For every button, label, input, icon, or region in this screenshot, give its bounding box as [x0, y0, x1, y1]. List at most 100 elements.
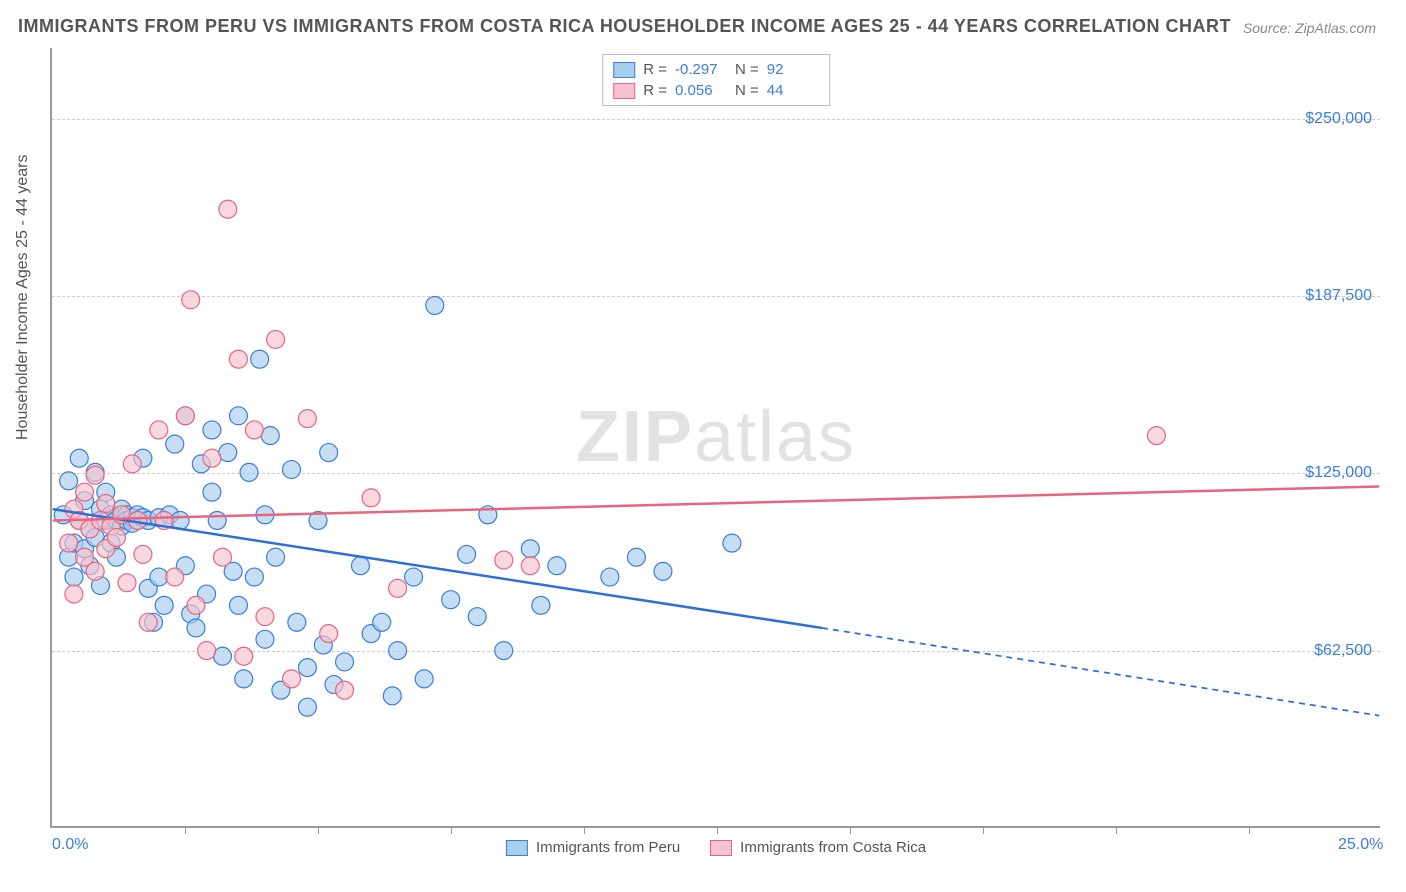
swatch-costarica — [710, 840, 732, 856]
trend-line — [53, 487, 1380, 521]
data-point — [251, 350, 269, 368]
data-point — [261, 427, 279, 445]
data-point — [373, 613, 391, 631]
data-point — [521, 540, 539, 558]
data-point — [240, 463, 258, 481]
data-point — [383, 687, 401, 705]
data-point — [65, 568, 83, 586]
data-point — [256, 608, 274, 626]
source-label: Source: ZipAtlas.com — [1243, 20, 1376, 36]
data-point — [219, 444, 237, 462]
data-point — [723, 534, 741, 552]
legend-label: Immigrants from Costa Rica — [740, 839, 926, 856]
data-point — [532, 596, 550, 614]
data-point — [362, 489, 380, 507]
data-point — [139, 613, 157, 631]
data-point — [198, 642, 216, 660]
data-point — [203, 421, 221, 439]
data-point — [267, 548, 285, 566]
y-axis-label: Householder Income Ages 25 - 44 years — [14, 155, 32, 441]
data-point — [107, 528, 125, 546]
data-point — [229, 350, 247, 368]
stats-row-peru: R = -0.297 N = 92 — [613, 59, 819, 80]
data-point — [208, 511, 226, 529]
x-tick-label: 25.0% — [1338, 836, 1383, 854]
data-point — [229, 596, 247, 614]
data-point — [182, 291, 200, 309]
x-tick — [318, 826, 319, 834]
legend-label: Immigrants from Peru — [536, 839, 680, 856]
data-point — [176, 407, 194, 425]
data-point — [298, 410, 316, 428]
stats-row-costarica: R = 0.056 N = 44 — [613, 80, 819, 101]
data-point — [415, 670, 433, 688]
swatch-costarica — [613, 83, 635, 99]
data-point — [1147, 427, 1165, 445]
data-point — [320, 625, 338, 643]
r-value-costarica: 0.056 — [675, 82, 727, 99]
x-tick — [1249, 826, 1250, 834]
data-point — [86, 466, 104, 484]
data-point — [245, 421, 263, 439]
data-point — [245, 568, 263, 586]
data-point — [336, 681, 354, 699]
data-point — [155, 596, 173, 614]
x-tick-label: 0.0% — [52, 836, 88, 854]
legend-item-costarica: Immigrants from Costa Rica — [710, 839, 926, 856]
x-tick — [983, 826, 984, 834]
data-point — [495, 642, 513, 660]
data-point — [235, 670, 253, 688]
data-point — [320, 444, 338, 462]
data-point — [267, 330, 285, 348]
data-point — [203, 483, 221, 501]
plot-area: ZIPatlas R = -0.297 N = 92 R = 0.056 N =… — [50, 48, 1380, 828]
data-point — [219, 200, 237, 218]
n-value-costarica: 44 — [767, 82, 819, 99]
data-point — [521, 557, 539, 575]
data-point — [235, 647, 253, 665]
data-point — [187, 596, 205, 614]
data-point — [442, 591, 460, 609]
data-point — [548, 557, 566, 575]
data-point — [166, 435, 184, 453]
data-point — [458, 545, 476, 563]
data-point — [134, 545, 152, 563]
data-point — [60, 534, 78, 552]
data-point — [298, 698, 316, 716]
stats-legend: R = -0.297 N = 92 R = 0.056 N = 44 — [602, 54, 830, 106]
correlation-chart: IMMIGRANTS FROM PERU VS IMMIGRANTS FROM … — [0, 0, 1406, 892]
trend-line-extrapolated — [822, 628, 1379, 716]
data-point — [468, 608, 486, 626]
data-point — [654, 562, 672, 580]
data-point — [118, 574, 136, 592]
data-point — [76, 483, 94, 501]
data-point — [123, 455, 141, 473]
data-point — [601, 568, 619, 586]
x-tick — [717, 826, 718, 834]
data-point — [336, 653, 354, 671]
data-point — [214, 647, 232, 665]
data-point — [298, 659, 316, 677]
data-point — [97, 495, 115, 513]
x-tick — [185, 826, 186, 834]
swatch-peru — [506, 840, 528, 856]
data-point — [283, 461, 301, 479]
data-point — [426, 296, 444, 314]
swatch-peru — [613, 62, 635, 78]
data-point — [150, 568, 168, 586]
data-point — [389, 642, 407, 660]
data-point — [256, 630, 274, 648]
data-point — [389, 579, 407, 597]
data-point — [627, 548, 645, 566]
data-point — [203, 449, 221, 467]
data-point — [214, 548, 232, 566]
data-point — [187, 619, 205, 637]
data-point — [65, 585, 83, 603]
data-point — [70, 449, 88, 467]
series-legend: Immigrants from Peru Immigrants from Cos… — [506, 839, 926, 856]
data-point — [351, 557, 369, 575]
n-label: N = — [735, 61, 759, 78]
data-point — [86, 562, 104, 580]
n-value-peru: 92 — [767, 61, 819, 78]
data-point — [283, 670, 301, 688]
